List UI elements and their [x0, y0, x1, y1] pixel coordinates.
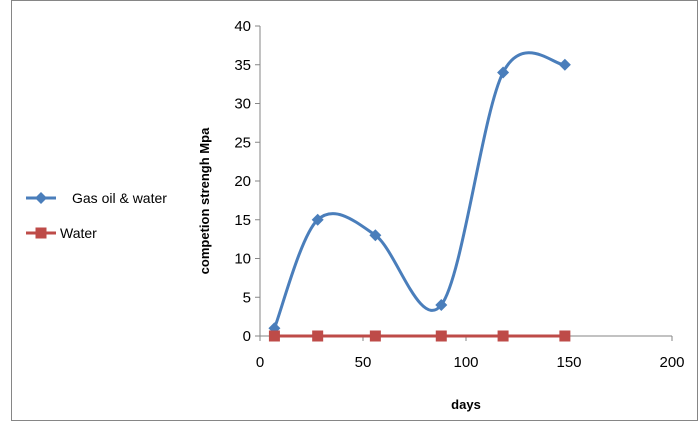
- data-point: [435, 330, 447, 342]
- y-tick-label: 5: [243, 289, 251, 306]
- data-point: [558, 58, 571, 71]
- legend-item: Water: [26, 225, 97, 241]
- x-tick-label: 100: [453, 354, 478, 371]
- y-tick-label: 40: [234, 18, 251, 35]
- legend-label: Water: [60, 225, 97, 241]
- legend-item: Gas oil & water: [26, 190, 167, 206]
- x-tick-label: 50: [355, 354, 372, 371]
- y-tick-label: 15: [234, 212, 251, 229]
- data-point: [268, 330, 280, 342]
- legend-marker: [35, 227, 47, 239]
- y-tick-label: 35: [234, 57, 251, 74]
- axes: [259, 26, 672, 337]
- x-tick-label: 200: [659, 354, 684, 371]
- data-point: [311, 213, 324, 226]
- y-tick-label: 25: [234, 134, 251, 151]
- data-point: [369, 330, 381, 342]
- legend-marker: [35, 192, 47, 204]
- y-tick-label: 10: [234, 251, 251, 268]
- x-axis-title: days: [451, 397, 481, 412]
- y-axis-title: competion strengh Mpa: [197, 127, 212, 274]
- data-point: [312, 330, 324, 342]
- series-1: [268, 51, 571, 335]
- ticks: 0 5 10 15 20 25 30 35 40 0 50 100 150 200: [234, 18, 684, 371]
- data-point: [497, 330, 509, 342]
- x-tick-label: 150: [556, 354, 581, 371]
- series-2: [268, 330, 571, 342]
- data-point: [559, 330, 571, 342]
- legend: Gas oil & water Water: [26, 190, 167, 241]
- data-point: [369, 229, 382, 242]
- legend-label: Gas oil & water: [72, 190, 167, 206]
- series: [268, 51, 571, 342]
- y-tick-label: 0: [243, 328, 251, 345]
- y-tick-label: 30: [234, 96, 251, 113]
- chart-area: [11, 0, 698, 421]
- x-tick-label: 0: [256, 354, 264, 371]
- series-line: [273, 51, 566, 329]
- data-point: [435, 299, 448, 311]
- data-point: [497, 66, 510, 79]
- y-tick-label: 20: [234, 173, 251, 190]
